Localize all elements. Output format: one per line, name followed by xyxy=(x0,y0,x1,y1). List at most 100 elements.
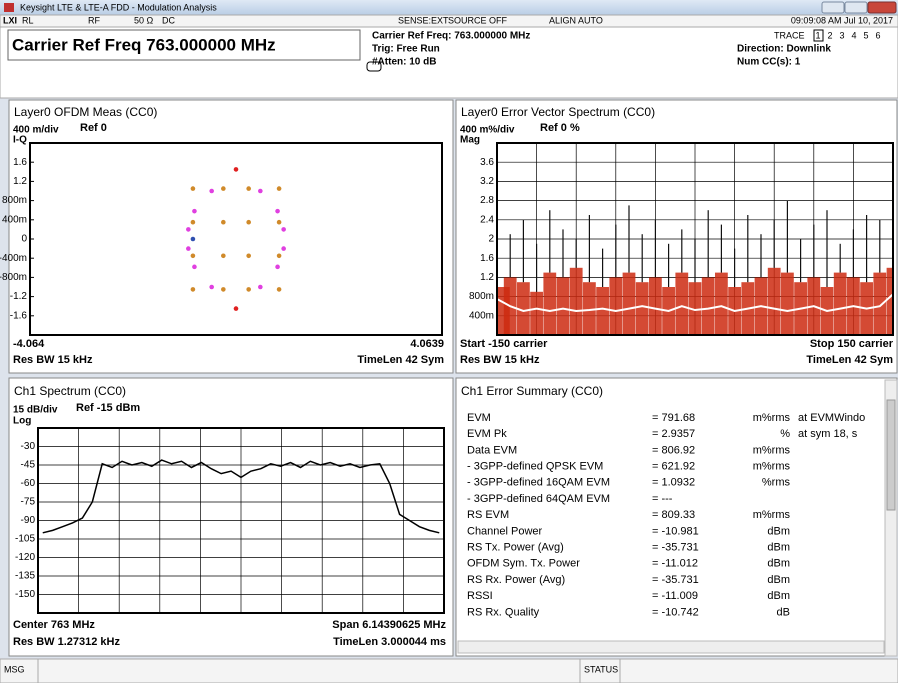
iq-point xyxy=(275,208,280,214)
y-tick-label: -60 xyxy=(21,478,36,489)
iq-point xyxy=(246,287,251,292)
iq-point xyxy=(246,253,251,259)
center-label: Center 763 MHz xyxy=(13,619,95,631)
summary-label: Data EVM xyxy=(467,444,517,456)
footer-left: Res BW 15 kHz xyxy=(13,354,93,366)
header-info: Trig: Free Run xyxy=(372,44,440,55)
summary-label: - 3GPP-defined QPSK EVM xyxy=(467,461,603,473)
summary-label: EVM Pk xyxy=(467,428,507,440)
iq-point xyxy=(186,227,191,232)
summary-unit: dBm xyxy=(767,525,790,537)
minimize-button[interactable] xyxy=(821,1,845,14)
y-tick-label: 2.4 xyxy=(480,214,494,225)
direction: Direction: Downlink xyxy=(737,44,831,55)
y-tick-label: 3.6 xyxy=(480,157,494,168)
iq-point xyxy=(190,253,196,259)
iq-point xyxy=(276,219,282,225)
y-tick-label: 800m xyxy=(469,291,494,302)
close-button[interactable] xyxy=(867,1,897,14)
y-tick-label: 1.6 xyxy=(13,157,27,168)
plot-area xyxy=(30,143,442,335)
summary-label: RSSI xyxy=(467,590,493,602)
y-tick-label: -120 xyxy=(15,552,35,563)
evm-body xyxy=(543,272,557,335)
footer-right: TimeLen 42 Sym xyxy=(806,354,893,366)
summary-label: OFDM Sym. Tx. Power xyxy=(467,558,580,570)
evm-body xyxy=(517,282,530,335)
header-info: Carrier Ref Freq: 763.000000 MHz xyxy=(372,31,530,42)
header-title: Carrier Ref Freq 763.000000 MHz xyxy=(12,35,276,54)
y-tick-label: -1.6 xyxy=(10,310,28,321)
summary-value: = 2.9357 xyxy=(652,428,695,440)
summary-value: = -35.731 xyxy=(652,542,699,554)
y-tick-label: 400m xyxy=(2,214,27,225)
summary-value: = --- xyxy=(652,493,673,505)
panel-title: Ch1 Error Summary (CC0) xyxy=(461,384,603,398)
evm-body xyxy=(583,282,596,335)
iq-point xyxy=(233,167,239,172)
evm-body xyxy=(569,267,583,335)
span-label: Span 6.14390625 MHz xyxy=(332,619,446,631)
iq-point xyxy=(221,219,226,225)
summary-unit: m%rms xyxy=(753,444,791,456)
evm-body xyxy=(675,272,689,335)
evm-body xyxy=(530,291,543,335)
footer-left: Res BW 15 kHz xyxy=(460,354,540,366)
sense: SENSE:EXT xyxy=(398,15,449,25)
spectrum-trace xyxy=(42,459,440,534)
rl-indicator: RL xyxy=(22,15,34,25)
summary-unit: m%rms xyxy=(753,412,791,424)
mode-label: Log xyxy=(13,416,31,427)
panel-title: Ch1 Spectrum (CC0) xyxy=(14,384,126,398)
window-title: Keysight LTE & LTE-A FDD - Modulation An… xyxy=(20,2,217,12)
panel-title: Layer0 OFDM Meas (CC0) xyxy=(14,105,157,119)
maximize-button[interactable] xyxy=(844,1,868,14)
mode-label: Mag xyxy=(460,135,480,146)
summary-panel xyxy=(455,377,898,657)
y-tick-label: 2.8 xyxy=(480,195,494,206)
iq-point xyxy=(190,236,196,242)
iq-point xyxy=(190,287,196,292)
summary-unit: dBm xyxy=(767,590,790,602)
iq-point xyxy=(209,188,214,194)
evm-body xyxy=(873,272,887,335)
y-tick-label: -90 xyxy=(21,515,36,526)
iq-point xyxy=(275,264,280,270)
evm-body xyxy=(609,277,623,335)
evm-body xyxy=(688,282,702,335)
iq-point xyxy=(221,287,226,292)
timestamp: 09:09:08 AM Jul 10, 2017 xyxy=(791,15,893,25)
summary-value: = -11.009 xyxy=(652,590,698,602)
header-info: #Atten: 10 dB xyxy=(372,57,436,68)
mode-label: I-Q xyxy=(13,135,27,146)
trace-number: 6 xyxy=(875,30,880,40)
impedance: 50 Ω xyxy=(134,15,154,25)
iq-point xyxy=(221,253,226,259)
evm-body xyxy=(622,272,636,335)
h-scrollbar[interactable] xyxy=(457,640,885,654)
trace-number: 2 xyxy=(827,30,832,40)
summary-unit: dBm xyxy=(767,542,790,554)
summary-label: - 3GPP-defined 16QAM EVM xyxy=(467,477,610,489)
footer-right: TimeLen 42 Sym xyxy=(357,354,444,366)
ref-label: Ref 0 % xyxy=(540,122,580,134)
y-tick-label: 800m xyxy=(2,195,27,206)
y-tick-label: 1.6 xyxy=(480,253,494,264)
summary-label: Channel Power xyxy=(467,525,543,537)
iq-point xyxy=(276,186,282,191)
y-tick-label: -135 xyxy=(15,571,35,582)
plot-border xyxy=(37,427,445,614)
header-title-box xyxy=(7,29,361,61)
iq-point xyxy=(276,253,282,259)
status-bar xyxy=(0,658,898,683)
summary-note: at EVMWindo xyxy=(798,412,865,424)
summary-unit: % xyxy=(780,428,790,440)
stop-label: Stop 150 carrier xyxy=(810,338,894,350)
y-tick-label: -150 xyxy=(15,589,35,600)
trace-number: 5 xyxy=(863,30,868,40)
summary-note: at sym 18, s xyxy=(798,428,858,440)
scrollbar-thumb[interactable] xyxy=(886,399,896,511)
summary-value: = 621.92 xyxy=(652,461,695,473)
coupling: DC xyxy=(162,15,175,25)
